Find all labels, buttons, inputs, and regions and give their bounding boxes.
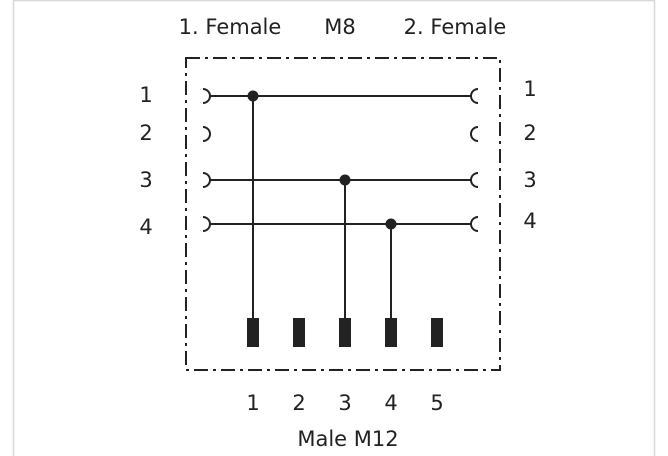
bottom-pin-label: 2 [292, 391, 305, 415]
bottom-pin-label: 1 [246, 391, 259, 415]
wires [210, 90, 471, 320]
frame [12, 0, 656, 456]
bottom-connector-label: Male M12 [297, 427, 398, 451]
right-pin-label: 4 [523, 209, 536, 233]
male-pins [247, 318, 443, 347]
right-pin-label: 3 [523, 168, 536, 192]
left-pin-label: 3 [139, 168, 152, 192]
bottom-pin-label: 5 [430, 391, 443, 415]
left-connector-label: 1. Female [179, 15, 282, 39]
bottom-pin-label: 3 [338, 391, 351, 415]
center-connector-label: M8 [324, 15, 355, 39]
right-pin-label: 2 [523, 121, 536, 145]
left-pin-label: 1 [139, 83, 152, 107]
right-connector-label: 2. Female [404, 15, 507, 39]
left-pin-label: 2 [139, 121, 152, 145]
left-pin-label: 4 [139, 215, 152, 239]
right-pin-label: 1 [523, 77, 536, 101]
housing-outline [185, 57, 501, 371]
bottom-pin-label: 4 [384, 391, 397, 415]
